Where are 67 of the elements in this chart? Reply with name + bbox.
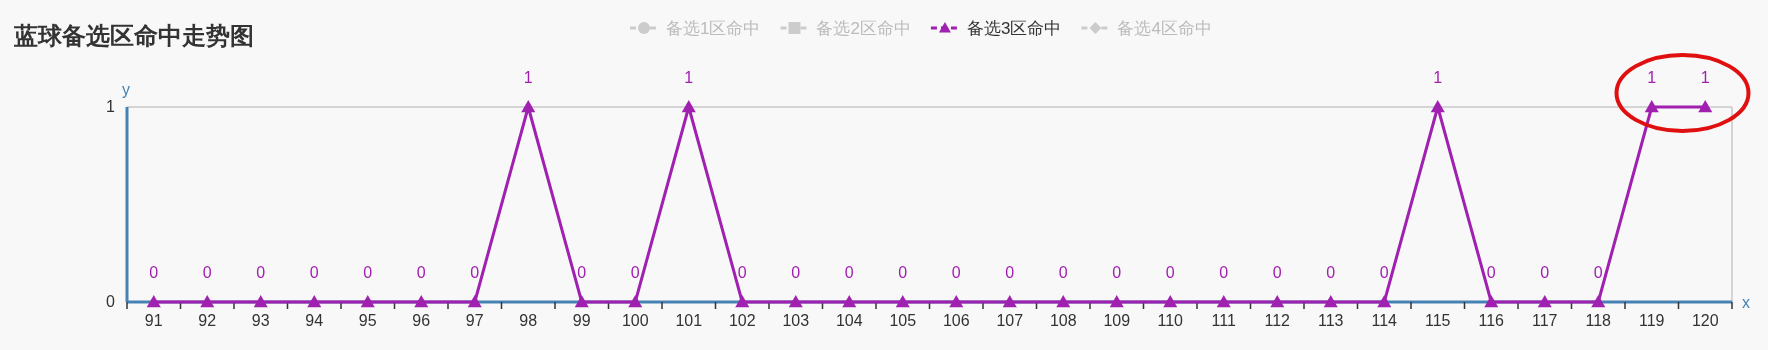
x-tick-label: 113 <box>1317 312 1344 329</box>
data-label: 0 <box>1058 264 1068 281</box>
data-label: 0 <box>844 264 854 281</box>
x-tick-label: 109 <box>1103 312 1131 329</box>
data-label: 0 <box>149 264 159 281</box>
x-axis-title: x <box>1742 294 1750 311</box>
chart-title: 蓝球备选区命中走势图 <box>13 22 254 49</box>
data-label: 0 <box>898 264 908 281</box>
x-tick-label: 111 <box>1211 312 1237 329</box>
data-label: 0 <box>630 264 640 281</box>
data-label: 0 <box>1540 264 1550 281</box>
x-tick-label: 114 <box>1371 312 1398 329</box>
data-label: 0 <box>416 264 426 281</box>
data-label: 0 <box>202 264 212 281</box>
data-label: 0 <box>256 264 266 281</box>
x-tick-label: 120 <box>1691 312 1719 329</box>
x-tick-label: 119 <box>1638 312 1665 329</box>
x-tick-label: 117 <box>1531 312 1558 329</box>
data-label: 0 <box>1326 264 1336 281</box>
x-tick-label: 105 <box>889 312 917 329</box>
y-axis-title: y <box>122 81 130 98</box>
x-tick-label: 103 <box>782 312 810 329</box>
data-label: 0 <box>470 264 480 281</box>
data-label: 0 <box>1593 264 1603 281</box>
data-label: 1 <box>684 69 694 86</box>
data-label: 0 <box>1165 264 1175 281</box>
legend-label: 备选4区命中 <box>1117 19 1212 38</box>
data-label: 0 <box>1272 264 1282 281</box>
x-tick-label: 101 <box>675 312 703 329</box>
legend-label: 备选3区命中 <box>966 19 1062 38</box>
data-label: 0 <box>1219 264 1229 281</box>
x-tick-label: 99 <box>572 312 591 329</box>
x-tick-label: 102 <box>728 312 756 329</box>
data-label: 1 <box>1647 69 1657 86</box>
x-tick-label: 115 <box>1424 312 1451 329</box>
data-label: 0 <box>951 264 961 281</box>
x-tick-label: 107 <box>996 312 1024 329</box>
legend-label: 备选2区命中 <box>816 19 911 38</box>
x-tick-label: 110 <box>1157 312 1184 329</box>
x-tick-label: 95 <box>358 312 377 329</box>
data-label: 0 <box>363 264 373 281</box>
x-tick-label: 98 <box>519 312 538 329</box>
x-tick-label: 91 <box>144 312 163 329</box>
data-label: 0 <box>309 264 319 281</box>
data-label: 0 <box>791 264 801 281</box>
x-tick-label: 104 <box>835 312 863 329</box>
x-tick-label: 97 <box>465 312 484 329</box>
data-label: 0 <box>1379 264 1389 281</box>
data-label: 0 <box>737 264 747 281</box>
data-label: 1 <box>1433 69 1443 86</box>
data-label: 1 <box>1700 69 1710 86</box>
data-label: 0 <box>1112 264 1122 281</box>
x-tick-label: 108 <box>1049 312 1077 329</box>
legend-label: 备选1区命中 <box>666 19 761 38</box>
x-tick-label: 100 <box>621 312 649 329</box>
x-tick-label: 94 <box>305 312 324 329</box>
x-tick-label: 106 <box>942 312 970 329</box>
x-tick-label: 112 <box>1264 312 1291 329</box>
data-label: 0 <box>1005 264 1015 281</box>
data-label: 0 <box>577 264 587 281</box>
x-tick-label: 116 <box>1478 312 1505 329</box>
data-label: 1 <box>523 69 533 86</box>
x-tick-label: 118 <box>1585 312 1612 329</box>
x-tick-label: 93 <box>251 312 270 329</box>
x-tick-label: 92 <box>198 312 217 329</box>
data-label: 0 <box>1486 264 1496 281</box>
x-tick-label: 96 <box>412 312 431 329</box>
